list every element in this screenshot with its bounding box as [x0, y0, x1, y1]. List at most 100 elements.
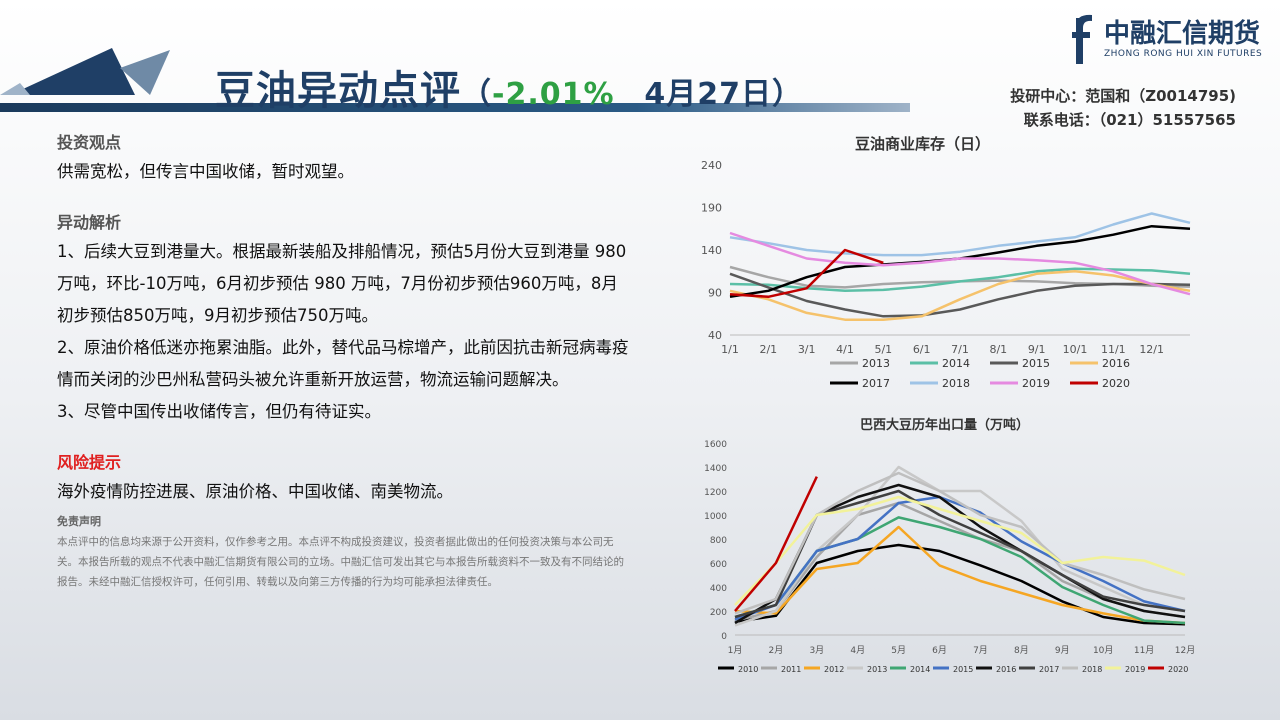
x-tick-label: 10月 — [1093, 645, 1113, 656]
title-date: 4月27日 — [644, 77, 773, 112]
y-tick-label: 90 — [708, 287, 722, 300]
y-tick-label: 200 — [710, 608, 727, 618]
x-tick-label: 11月 — [1134, 645, 1154, 656]
series-line-2010 — [734, 543, 1186, 626]
series-line-2018 — [734, 471, 1186, 615]
series-line-2017 — [734, 489, 1186, 619]
x-tick-label: 11/1 — [1101, 343, 1126, 356]
series-line-2019 — [729, 231, 1191, 296]
x-tick-label: 2/1 — [759, 343, 777, 356]
analysis-point-3: 3、尽管中国传出收储传言，但仍有待证实。 — [57, 402, 381, 421]
legend-label: 2015 — [1022, 357, 1050, 370]
brand-logo: 中融汇信期货 ZHONG RONG HUI XIN FUTURES — [1070, 12, 1262, 66]
header-band — [0, 103, 910, 112]
y-tick-label: 1200 — [704, 488, 727, 498]
x-tick-label: 6/1 — [913, 343, 931, 356]
legend-label: 2013 — [867, 665, 887, 674]
x-tick-label: 6月 — [932, 645, 947, 656]
legend-label: 2018 — [942, 377, 970, 390]
y-tick-label: 1000 — [704, 512, 727, 522]
y-tick-label: 1400 — [704, 464, 727, 474]
legend-label: 2019 — [1022, 377, 1050, 390]
change-pct: -2.01% — [492, 77, 615, 112]
legend-label: 2014 — [942, 357, 970, 370]
x-tick-label: 9/1 — [1028, 343, 1046, 356]
legend-label: 2019 — [1125, 665, 1145, 674]
analysis-heading: 异动解析 — [57, 213, 122, 232]
x-tick-label: 3/1 — [798, 343, 816, 356]
y-tick-label: 40 — [708, 329, 722, 342]
x-tick-label: 7/1 — [951, 343, 969, 356]
legend-label: 2012 — [824, 665, 844, 674]
x-tick-label: 4/1 — [836, 343, 854, 356]
x-tick-label: 12/1 — [1139, 343, 1164, 356]
legend-label: 2016 — [1102, 357, 1130, 370]
x-tick-label: 1月 — [728, 645, 743, 656]
analysis-point-2: 2、原油价格低迷亦拖累油脂。此外，替代品马棕增产，此前因抗击新冠病毒疫情而关闭的… — [57, 338, 629, 389]
legend-label: 2020 — [1102, 377, 1130, 390]
series-line-2017 — [729, 224, 1191, 299]
analysis-point-1: 1、后续大豆到港量大。根据最新装船及排船情况，预估5月份大豆到港量 980万吨，… — [57, 242, 627, 325]
x-tick-label: 3月 — [809, 645, 824, 656]
x-tick-label: 12月 — [1175, 645, 1195, 656]
paren-close: ） — [772, 77, 804, 112]
series-line-2019 — [734, 495, 1186, 606]
x-tick-label: 4月 — [850, 645, 865, 656]
y-tick-label: 1600 — [704, 440, 727, 450]
x-tick-label: 1/1 — [721, 343, 739, 356]
contact-line-2: 联系电话：（021）51557565 — [1023, 111, 1236, 129]
series-line-2015 — [734, 495, 1186, 621]
chart1-title: 豆油商业库存（日） — [855, 135, 991, 153]
x-tick-label: 2月 — [769, 645, 784, 656]
y-tick-label: 600 — [710, 560, 727, 570]
contact-info: 投研中心：范国和（Z0014795) 联系电话：（021）51557565 — [1010, 84, 1236, 132]
series-line-2016 — [729, 270, 1191, 321]
legend-label: 2017 — [862, 377, 890, 390]
view-text: 供需宽松，但传言中国收储，暂时观望。 — [57, 162, 354, 181]
series-line-2015 — [729, 272, 1191, 318]
x-tick-label: 5/1 — [874, 343, 892, 356]
brand-f-icon — [1070, 12, 1096, 66]
brand-name-cn: 中融汇信期货 — [1104, 19, 1261, 49]
y-tick-label: 400 — [710, 584, 727, 594]
paren-open: （ — [461, 77, 492, 112]
disclaimer-text: 本点评中的信息均来源于公开资料，仅作参考之用。本点评不构成投资建议，投资者据此做… — [57, 536, 624, 588]
legend-label: 2014 — [910, 665, 930, 674]
legend-label: 2017 — [1039, 665, 1059, 674]
legend-label: 2016 — [996, 665, 1016, 674]
brand-name-en: ZHONG RONG HUI XIN FUTURES — [1104, 49, 1263, 59]
legend-label: 2013 — [862, 357, 890, 370]
risk-text: 海外疫情防控进展、原油价格、中国收储、南美物流。 — [57, 482, 453, 501]
y-tick-label: 140 — [701, 244, 722, 257]
x-tick-label: 10/1 — [1063, 343, 1088, 356]
header-triangle-decoration — [0, 48, 170, 95]
view-heading: 投资观点 — [57, 133, 122, 152]
legend-label: 2020 — [1168, 665, 1188, 674]
title-main: 豆油异动点评 — [215, 68, 461, 114]
inventory-chart: 40 90 140 190 240 1/1 2/1 3/1 4/1 5/1 6/1 7/1 8/1 9/1… — [701, 159, 1191, 390]
legend-label: 2015 — [953, 665, 973, 674]
x-tick-label: 8月 — [1014, 645, 1029, 656]
series-line-2020 — [734, 476, 818, 612]
disclaimer-heading: 免责声明 — [57, 515, 101, 528]
y-tick-label: 190 — [701, 202, 722, 215]
legend-label: 2011 — [781, 665, 801, 674]
x-tick-label: 5月 — [891, 645, 906, 656]
legend-label: 2018 — [1082, 665, 1102, 674]
contact-line-1: 投研中心：范国和（Z0014795) — [1010, 87, 1236, 105]
series-line-2020 — [729, 248, 884, 299]
y-tick-label: 0 — [721, 632, 727, 642]
x-tick-label: 8/1 — [989, 343, 1007, 356]
y-tick-label: 800 — [710, 536, 727, 546]
chart2-title: 巴西大豆历年出口量（万吨） — [860, 418, 1030, 433]
risk-heading: 风险提示 — [57, 453, 122, 472]
series-line-2012 — [734, 525, 1186, 625]
y-tick-label: 240 — [701, 159, 722, 172]
page-title: 豆油异动点评（-2.01% 4月27日） — [215, 58, 803, 116]
export-chart: 0 200 400 600 800 1000 1200 1400 1600 1月 2月 3月 4月 5月 6… — [704, 440, 1195, 674]
x-tick-label: 9月 — [1055, 645, 1070, 656]
x-tick-label: 7月 — [973, 645, 988, 656]
series-line-2018 — [729, 212, 1191, 257]
legend-label: 2010 — [738, 665, 758, 674]
